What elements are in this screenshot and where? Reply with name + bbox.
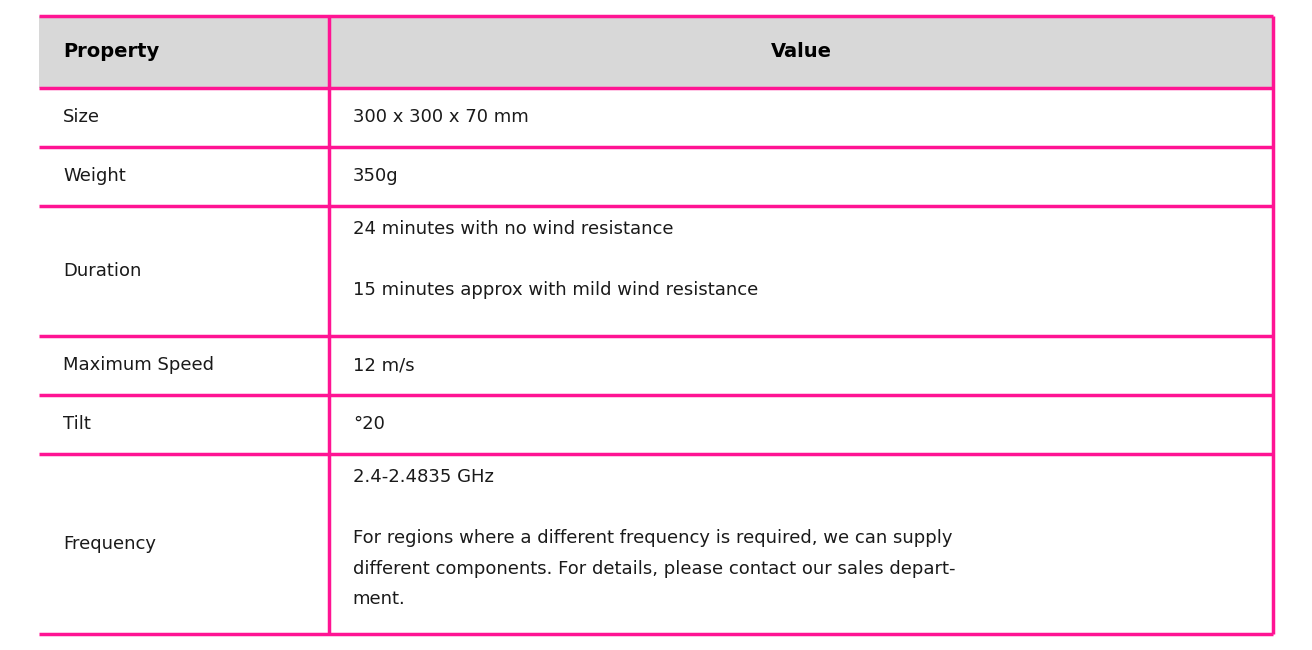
Bar — [39, 336, 1273, 395]
Text: °20: °20 — [353, 415, 384, 434]
Text: 12 m/s: 12 m/s — [353, 356, 415, 374]
Text: 2.4-2.4835 GHz

For regions where a different frequency is required, we can supp: 2.4-2.4835 GHz For regions where a diffe… — [353, 468, 955, 608]
Bar — [39, 205, 1273, 336]
Text: Weight: Weight — [63, 167, 126, 185]
Text: Duration: Duration — [63, 262, 142, 279]
Text: Maximum Speed: Maximum Speed — [63, 356, 214, 374]
Bar — [39, 395, 1273, 454]
Bar — [39, 147, 1273, 205]
Text: Size: Size — [63, 108, 100, 126]
Text: 24 minutes with no wind resistance

15 minutes approx with mild wind resistance: 24 minutes with no wind resistance 15 mi… — [353, 220, 758, 299]
Text: Property: Property — [63, 42, 159, 62]
Text: Value: Value — [770, 42, 832, 62]
Bar — [39, 454, 1273, 634]
Bar — [39, 88, 1273, 147]
Bar — [39, 16, 1273, 88]
Text: Tilt: Tilt — [63, 415, 91, 434]
Text: 350g: 350g — [353, 167, 399, 185]
Text: Frequency: Frequency — [63, 535, 156, 552]
Text: 300 x 300 x 70 mm: 300 x 300 x 70 mm — [353, 108, 529, 126]
